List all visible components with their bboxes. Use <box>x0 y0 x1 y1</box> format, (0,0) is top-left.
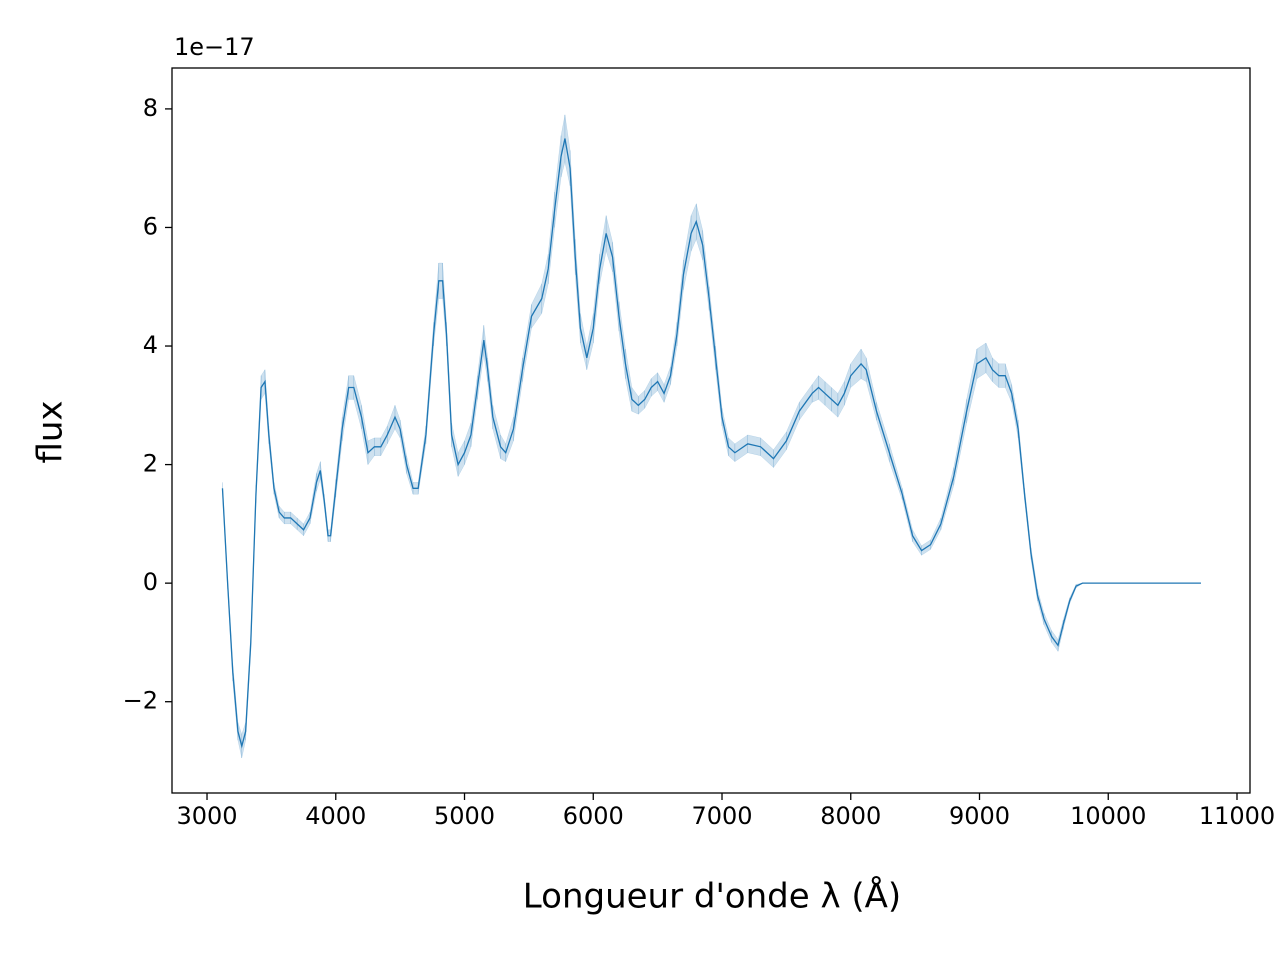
y-tick-label: 8 <box>143 94 158 122</box>
x-tick-label: 7000 <box>691 802 752 830</box>
error-band <box>531 283 543 330</box>
error-band <box>985 342 993 383</box>
error-band <box>860 348 867 383</box>
y-tick-label: −2 <box>123 687 158 715</box>
x-tick-label: 3000 <box>176 802 237 830</box>
x-tick-label: 6000 <box>563 802 624 830</box>
plot-frame <box>171 67 1251 794</box>
x-tick-label: 10000 <box>1070 802 1146 830</box>
x-tick-label: 4000 <box>305 802 366 830</box>
x-tick-label: 11000 <box>1199 802 1275 830</box>
y-tick-label: 4 <box>143 331 158 359</box>
offset-label: 1e−17 <box>174 33 255 61</box>
y-tick-label: 2 <box>143 450 158 478</box>
error-band <box>500 434 506 463</box>
y-tick-label: 0 <box>143 568 158 596</box>
y-tick-label: 6 <box>143 212 158 240</box>
spectrum-line <box>221 138 1201 749</box>
x-tick-label: 5000 <box>434 802 495 830</box>
x-axis-label: Longueur d'onde λ (Å) <box>523 876 901 917</box>
error-band <box>811 374 819 403</box>
error-band <box>850 348 862 389</box>
error-band <box>631 386 639 415</box>
x-tick-label: 9000 <box>949 802 1010 830</box>
y-axis-label: flux <box>31 400 71 463</box>
error-band <box>367 437 375 466</box>
x-tick-label: 8000 <box>820 802 881 830</box>
